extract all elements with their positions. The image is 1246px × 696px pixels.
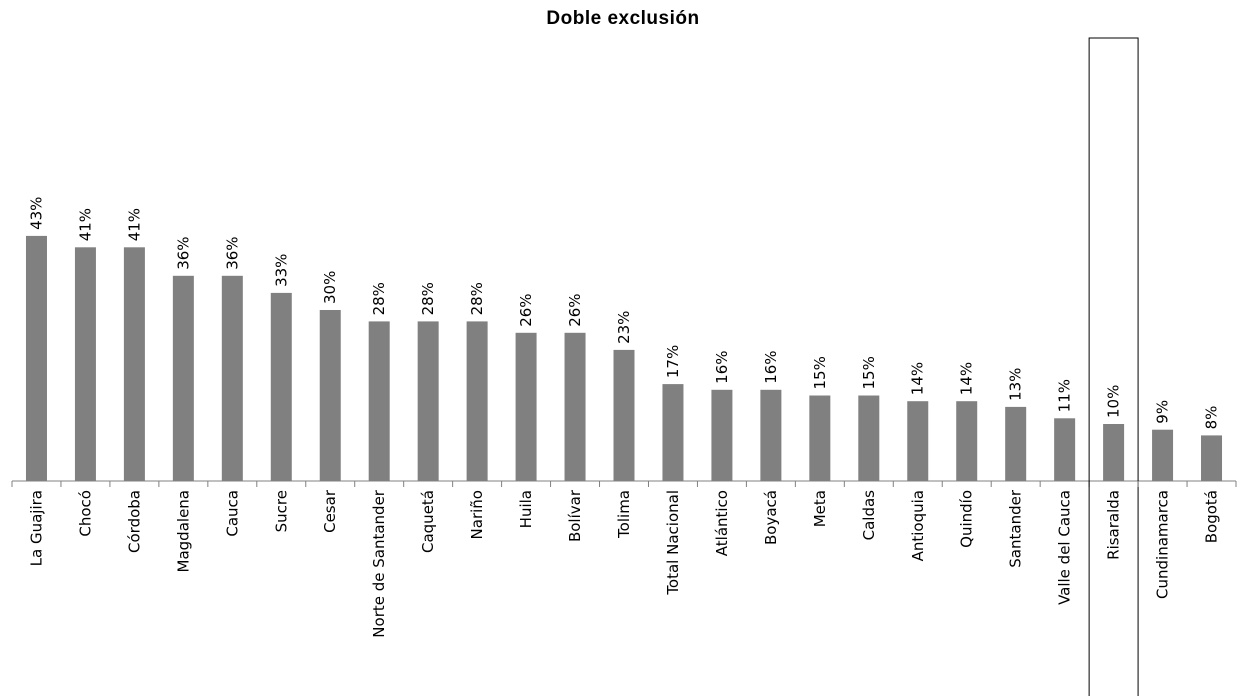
bar-value-label: 28% — [468, 282, 486, 315]
category-label: Boyacá — [762, 490, 780, 545]
bar — [466, 321, 488, 481]
category-label: Risaralda — [1105, 490, 1123, 560]
highlight-frame — [1088, 37, 1139, 696]
bar-value-label: 17% — [664, 345, 682, 378]
category-label: Cundinamarca — [1154, 490, 1172, 599]
category-label: Total Nacional — [664, 490, 682, 596]
bar — [515, 332, 537, 481]
bar-value-label: 10% — [1105, 385, 1123, 418]
bar-value-label: 41% — [125, 208, 143, 241]
bar — [123, 247, 145, 481]
category-label: Quindío — [958, 490, 976, 548]
bar-value-label: 43% — [27, 197, 45, 230]
bar-value-label: 14% — [909, 362, 927, 395]
bar-value-label: 15% — [860, 356, 878, 389]
bar-value-label: 16% — [762, 350, 780, 383]
bar — [809, 395, 831, 481]
bar — [711, 389, 733, 481]
bar — [368, 321, 390, 481]
category-label: Atlántico — [713, 490, 731, 556]
category-label: La Guajira — [27, 490, 45, 566]
bar — [613, 349, 635, 481]
bar-value-label: 36% — [174, 236, 192, 269]
bar — [1005, 406, 1027, 481]
category-label: Caquetá — [419, 490, 437, 553]
category-label: Chocó — [76, 490, 94, 537]
bar — [1201, 435, 1223, 481]
bar — [1103, 424, 1125, 481]
bar — [662, 384, 684, 481]
category-label: Sucre — [272, 490, 290, 532]
category-label: Bolívar — [566, 489, 584, 542]
bar — [74, 247, 96, 481]
category-label: Norte de Santander — [370, 489, 388, 638]
category-label: Magdalena — [174, 490, 192, 572]
category-label: Bogotá — [1203, 490, 1221, 543]
bar — [956, 401, 978, 481]
bar — [319, 310, 341, 481]
category-label: Antioquia — [909, 490, 927, 561]
category-label: Cesar — [321, 489, 339, 533]
bar — [172, 275, 194, 481]
bar-value-label: 33% — [272, 254, 290, 287]
bar — [417, 321, 439, 481]
bar-value-label: 26% — [566, 293, 584, 326]
bar — [25, 235, 47, 481]
bar-value-label: 41% — [76, 208, 94, 241]
bar — [760, 389, 782, 481]
bar-value-label: 14% — [958, 362, 976, 395]
bar-value-label: 23% — [615, 311, 633, 344]
bar-value-label: 9% — [1154, 400, 1172, 424]
category-label: Tolima — [615, 490, 633, 539]
bar-value-label: 13% — [1007, 368, 1025, 401]
bar — [1054, 418, 1076, 481]
category-label: Caldas — [860, 490, 878, 541]
bar-value-label: 36% — [223, 236, 241, 269]
bar — [907, 401, 929, 481]
category-label: Santander — [1007, 489, 1025, 568]
chart-title: Doble exclusión — [546, 8, 700, 29]
bar — [221, 275, 243, 481]
bar — [1152, 429, 1174, 481]
bar-value-label: 28% — [419, 282, 437, 315]
bar-value-label: 8% — [1203, 406, 1221, 430]
bar — [858, 395, 880, 481]
category-label: Huila — [517, 490, 535, 528]
category-label: Córdoba — [125, 490, 143, 553]
category-label: Nariño — [468, 490, 486, 539]
bar — [270, 292, 292, 481]
bar-value-label: 11% — [1056, 379, 1074, 412]
bar-value-label: 30% — [321, 271, 339, 304]
category-label: Valle del Cauca — [1056, 490, 1074, 605]
category-label: Cauca — [223, 490, 241, 537]
bar-value-label: 16% — [713, 350, 731, 383]
bar-value-label: 28% — [370, 282, 388, 315]
bar — [564, 332, 586, 481]
category-label: Meta — [811, 490, 829, 527]
bar-value-label: 15% — [811, 356, 829, 389]
bar-value-label: 26% — [517, 293, 535, 326]
